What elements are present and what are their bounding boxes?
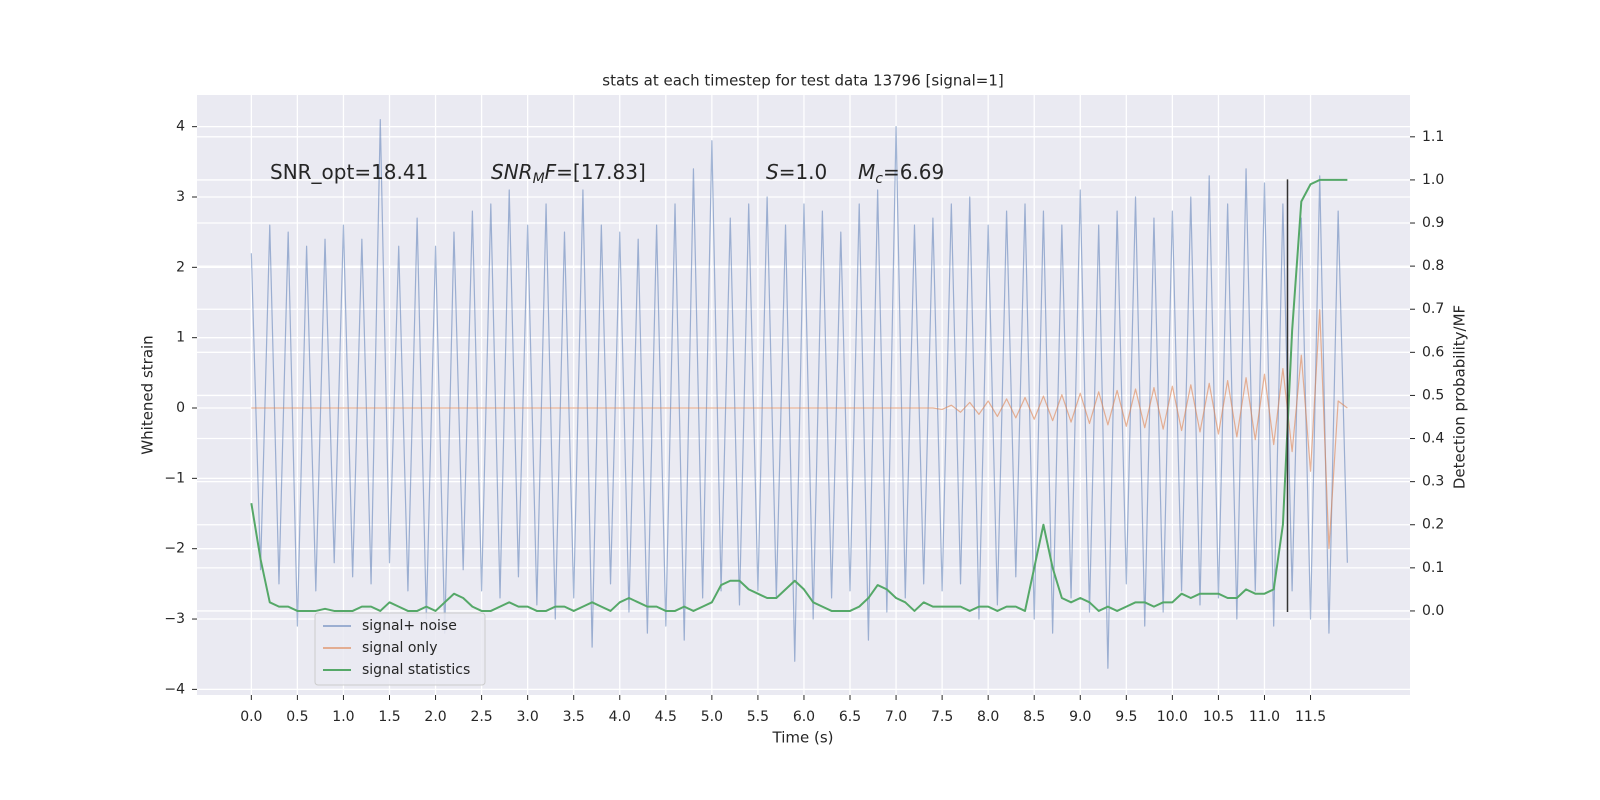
series-line — [250, 119, 1348, 669]
y-tick-label: 2 — [176, 259, 185, 275]
x-tick-label: 2.5 — [470, 709, 492, 725]
y2-tick-label: 0.1 — [1422, 560, 1444, 576]
y-tick-label: −2 — [164, 541, 185, 557]
x-axis-label: Time (s) — [772, 729, 834, 747]
y-tick-label: 4 — [176, 119, 185, 135]
x-tick-label: 6.0 — [793, 709, 815, 725]
y2-tick-label: 0.7 — [1422, 301, 1444, 317]
x-tick-label: 0.5 — [286, 709, 308, 725]
annotation-part: =[17.83] — [556, 160, 646, 184]
x-tick-label: 8.0 — [977, 709, 999, 725]
annotation: SNRMF=[17.83] — [491, 160, 646, 188]
y-tick-label: 3 — [176, 189, 185, 205]
x-tick-label: 6.5 — [839, 709, 861, 725]
y2-axis-label: Detection probability/MF — [1451, 305, 1469, 489]
x-tick-label: 10.5 — [1203, 709, 1234, 725]
series-line — [250, 178, 1348, 612]
y-tick-label: 1 — [176, 330, 185, 346]
x-tick-label: 9.0 — [1069, 709, 1091, 725]
x-tick-label: 2.0 — [424, 709, 446, 725]
annotation-part: SNR — [491, 160, 533, 184]
annotation-part: M — [858, 160, 875, 184]
x-tick-label: 11.5 — [1295, 709, 1326, 725]
annotation-part: c — [875, 171, 883, 187]
annotation-part: S — [766, 160, 779, 184]
y2-tick-label: 0.3 — [1422, 474, 1444, 490]
x-tick-label: 3.5 — [563, 709, 585, 725]
legend-box — [314, 612, 486, 686]
x-tick-label: 7.5 — [931, 709, 953, 725]
y2-tick-label: 0.2 — [1422, 517, 1444, 533]
x-tick-label: 10.0 — [1157, 709, 1188, 725]
x-tick-label: 3.0 — [517, 709, 539, 725]
annotation-part: =6.69 — [883, 160, 944, 184]
annotation-part: F — [545, 160, 557, 184]
y2-tick-label: 0.8 — [1422, 258, 1444, 274]
y2-tick-label: 1.1 — [1422, 129, 1444, 145]
x-tick-label: 11.0 — [1249, 709, 1280, 725]
y2-tick-label: 0.9 — [1422, 215, 1444, 231]
x-tick-label: 5.5 — [747, 709, 769, 725]
y-axis-label: Whitened strain — [139, 335, 157, 454]
x-tick-label: 9.5 — [1115, 709, 1137, 725]
axes: 0.0 0.5 1.0 1.5 2.0 2.5 3.0 3.5 4.0 4.5 5.0 5.5 6.0 6… — [164, 119, 1444, 725]
y-tick-label: −3 — [164, 611, 185, 627]
annotation-part: M — [533, 171, 545, 187]
annotation: Mc=6.69 — [858, 160, 944, 188]
x-tick-label: 8.5 — [1023, 709, 1045, 725]
x-tick-label: 7.0 — [885, 709, 907, 725]
legend: signal+ noise signal only signal statistic… — [314, 612, 486, 686]
annotation: S=1.0 — [766, 160, 827, 184]
y-tick-label: −1 — [164, 470, 185, 486]
legend-label: signal+ noise — [362, 618, 457, 634]
legend-label: signal only — [362, 640, 437, 656]
annotation: SNR_opt=18.41 — [270, 160, 428, 184]
x-tick-label: 1.0 — [332, 709, 354, 725]
y2-tick-label: 1.0 — [1422, 172, 1444, 188]
annotation-part: SNR_opt=18.41 — [270, 160, 428, 184]
series-line — [251, 308, 1348, 550]
x-tick-label: 1.5 — [378, 709, 400, 725]
y2-tick-label: 0.4 — [1422, 431, 1444, 447]
x-tick-label: 4.5 — [655, 709, 677, 725]
series — [250, 119, 1348, 669]
x-tick-label: 4.0 — [609, 709, 631, 725]
y-tick-label: 0 — [176, 400, 185, 416]
x-tick-label: 5.0 — [701, 709, 723, 725]
annotation-part: =1.0 — [779, 160, 828, 184]
y-tick-label: −4 — [164, 681, 185, 697]
legend-label: signal statistics — [362, 662, 470, 678]
y2-tick-label: 0.5 — [1422, 387, 1444, 403]
y2-tick-label: 0.0 — [1422, 603, 1444, 619]
x-tick-label: 0.0 — [240, 709, 262, 725]
chart-title: stats at each timestep for test data 137… — [602, 72, 1003, 90]
y2-tick-label: 0.6 — [1422, 344, 1444, 360]
